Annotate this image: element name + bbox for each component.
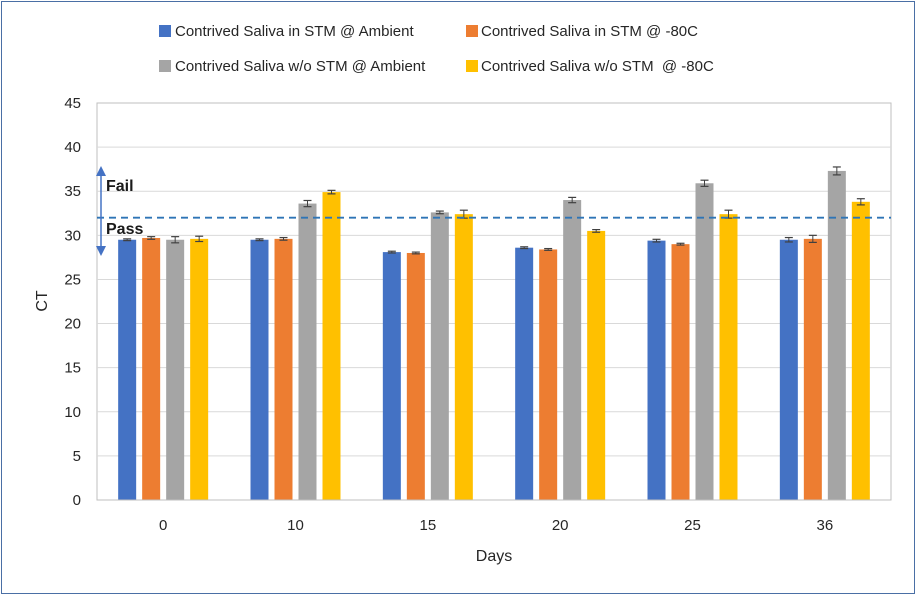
y-axis-title: CT: [34, 290, 51, 312]
bar: [803, 238, 822, 500]
bar: [539, 249, 558, 500]
plot-area: [96, 102, 892, 501]
legend-item: Contrived Saliva in STM @ Ambient: [159, 23, 414, 40]
y-tick-label: 0: [73, 492, 81, 509]
bar: [647, 240, 666, 501]
legend-swatch: [466, 60, 478, 72]
legend: Contrived Saliva in STM @ Ambient Contri…: [159, 23, 714, 75]
y-tick-label: 40: [64, 139, 81, 156]
bar: [430, 212, 449, 500]
bar: [719, 214, 738, 500]
legend-label: Contrived Saliva in STM @ Ambient: [175, 23, 414, 40]
legend-label: Contrived Saliva w/o STM @ -80C: [481, 58, 714, 75]
bar: [382, 252, 401, 500]
x-tick-label: 15: [419, 517, 436, 534]
y-tick-label: 15: [64, 360, 81, 377]
bar: [322, 192, 341, 501]
pass-label: Pass: [106, 221, 143, 238]
bar: [563, 200, 582, 501]
arrow-up-icon: [96, 166, 106, 176]
fail-pass-annotation: Fail Pass: [96, 166, 143, 256]
bar: [118, 239, 137, 500]
y-tick-label: 10: [64, 404, 81, 421]
bar: [454, 214, 473, 500]
bar: [695, 183, 714, 500]
y-tick-label: 25: [64, 271, 81, 288]
fail-label: Fail: [106, 178, 134, 195]
error-bars: [123, 166, 865, 255]
legend-item: Contrived Saliva in STM @ -80C: [466, 23, 698, 40]
gridlines: [97, 146, 891, 457]
bar: [250, 239, 269, 500]
legend-item: Contrived Saliva w/o STM @ Ambient: [159, 58, 426, 75]
legend-label: Contrived Saliva w/o STM @ Ambient: [175, 58, 426, 75]
bar: [851, 201, 870, 500]
y-tick-label: 20: [64, 316, 81, 333]
legend-item: Contrived Saliva w/o STM @ -80C: [466, 58, 714, 75]
y-tick-label: 35: [64, 183, 81, 200]
x-tick-label: 10: [287, 517, 304, 534]
bar: [827, 170, 846, 501]
x-tick-label: 36: [816, 517, 833, 534]
bar: [166, 239, 185, 500]
x-axis-ticks: 0 10 15 20 25 36: [97, 499, 891, 534]
y-tick-label: 30: [64, 227, 81, 244]
x-axis-title: Days: [476, 548, 512, 565]
bar: [190, 238, 209, 500]
y-axis-ticks: 0 5 10 15 20 25 30 35 40 45: [64, 95, 81, 509]
x-tick-label: 0: [159, 517, 167, 534]
bar: [274, 238, 293, 500]
bars: [118, 170, 870, 501]
x-tick-label: 20: [552, 517, 569, 534]
bar: [142, 237, 161, 501]
legend-swatch: [159, 60, 171, 72]
bar: [779, 239, 798, 500]
y-tick-label: 45: [64, 95, 81, 112]
legend-swatch: [466, 25, 478, 37]
bar: [587, 230, 606, 500]
y-tick-label: 5: [73, 448, 81, 465]
bar: [671, 244, 690, 500]
legend-label: Contrived Saliva in STM @ -80C: [481, 23, 698, 40]
bar: [298, 203, 317, 500]
arrow-down-icon: [96, 246, 106, 256]
x-tick-label: 25: [684, 517, 701, 534]
legend-swatch: [159, 25, 171, 37]
bar: [406, 252, 425, 500]
bar: [515, 247, 534, 500]
